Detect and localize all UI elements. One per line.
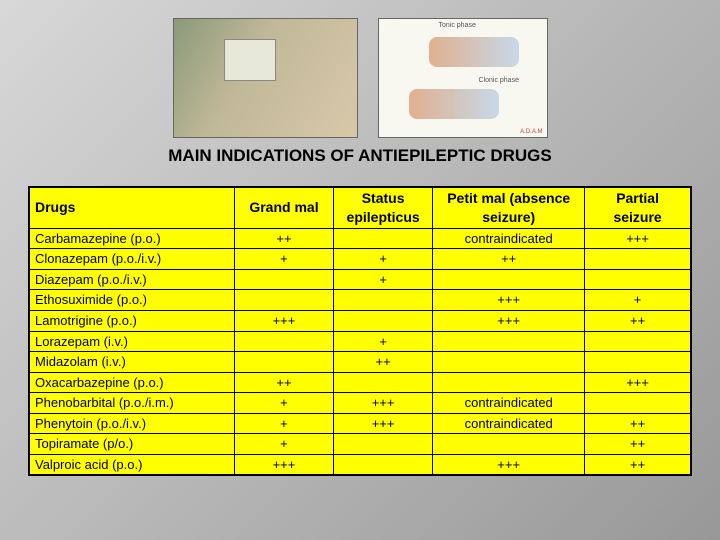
- grand-mal-cell: [234, 352, 333, 373]
- header-petit-mal: Petit mal (absence seizure): [433, 188, 585, 229]
- status-epilepticus-cell: [334, 454, 433, 475]
- grand-mal-cell: [234, 290, 333, 311]
- partial-seizure-cell: [585, 269, 691, 290]
- petit-mal-cell: +++: [433, 454, 585, 475]
- images-row: Tonic phase Clonic phase A.D.A.M: [0, 0, 720, 138]
- partial-seizure-cell: [585, 331, 691, 352]
- grand-mal-cell: +++: [234, 454, 333, 475]
- table-row: Clonazepam (p.o./i.v.)++++: [30, 249, 691, 270]
- table-row: Lorazepam (i.v.) +: [30, 331, 691, 352]
- status-epilepticus-cell: [334, 372, 433, 393]
- partial-seizure-cell: +: [585, 290, 691, 311]
- petit-mal-cell: [433, 331, 585, 352]
- grand-mal-cell: +: [234, 393, 333, 414]
- status-epilepticus-cell: +++: [334, 413, 433, 434]
- petit-mal-cell: [433, 434, 585, 455]
- partial-seizure-cell: ++: [585, 310, 691, 331]
- tonic-phase-label: Tonic phase: [439, 22, 476, 29]
- table-row: Ethosuximide (p.o.) ++++: [30, 290, 691, 311]
- adam-attribution: A.D.A.M: [520, 129, 542, 135]
- petit-mal-cell: +++: [433, 310, 585, 331]
- status-epilepticus-cell: +: [334, 269, 433, 290]
- partial-seizure-cell: ++: [585, 454, 691, 475]
- drug-name-cell: Ethosuximide (p.o.): [30, 290, 235, 311]
- status-epilepticus-cell: ++: [334, 352, 433, 373]
- drug-name-cell: Diazepam (p.o./i.v.): [30, 269, 235, 290]
- grand-mal-cell: +: [234, 249, 333, 270]
- status-epilepticus-cell: +: [334, 331, 433, 352]
- header-status-epilepticus: Status epilepticus: [334, 188, 433, 229]
- table-row: Phenobarbital (p.o./i.m.)++++contraindic…: [30, 393, 691, 414]
- drug-name-cell: Carbamazepine (p.o.): [30, 228, 235, 249]
- partial-seizure-cell: +++: [585, 228, 691, 249]
- drugs-table-wrap: Drugs Grand mal Status epilepticus Petit…: [28, 186, 692, 476]
- clonic-figure: [409, 89, 499, 119]
- petit-mal-cell: +++: [433, 290, 585, 311]
- header-grand-mal: Grand mal: [234, 188, 333, 229]
- petit-mal-cell: [433, 352, 585, 373]
- drug-name-cell: Valproic acid (p.o.): [30, 454, 235, 475]
- tonic-figure: [429, 37, 519, 67]
- page-title: MAIN INDICATIONS OF ANTIEPILEPTIC DRUGS: [0, 146, 720, 166]
- grand-mal-cell: +: [234, 413, 333, 434]
- partial-seizure-cell: [585, 249, 691, 270]
- table-header-row: Drugs Grand mal Status epilepticus Petit…: [30, 188, 691, 229]
- grand-mal-cell: [234, 269, 333, 290]
- partial-seizure-cell: +++: [585, 372, 691, 393]
- table-row: Topiramate (p/o.)+++: [30, 434, 691, 455]
- status-epilepticus-cell: [334, 290, 433, 311]
- grand-mal-cell: ++: [234, 228, 333, 249]
- drug-name-cell: Lorazepam (i.v.): [30, 331, 235, 352]
- table-row: Diazepam (p.o./i.v.) +: [30, 269, 691, 290]
- table-row: Oxacarbazepine (p.o.)+++++: [30, 372, 691, 393]
- petit-mal-cell: contraindicated: [433, 413, 585, 434]
- status-epilepticus-cell: +++: [334, 393, 433, 414]
- drug-name-cell: Phenobarbital (p.o./i.m.): [30, 393, 235, 414]
- drug-name-cell: Phenytoin (p.o./i.v.): [30, 413, 235, 434]
- drug-name-cell: Clonazepam (p.o./i.v.): [30, 249, 235, 270]
- petit-mal-cell: contraindicated: [433, 393, 585, 414]
- status-epilepticus-cell: [334, 310, 433, 331]
- grand-mal-cell: +: [234, 434, 333, 455]
- table-row: Midazolam (i.v.) ++: [30, 352, 691, 373]
- petit-mal-cell: contraindicated: [433, 228, 585, 249]
- header-drugs: Drugs: [30, 188, 235, 229]
- seizure-phases-diagram: Tonic phase Clonic phase A.D.A.M: [378, 18, 548, 138]
- drugs-table: Drugs Grand mal Status epilepticus Petit…: [29, 187, 691, 475]
- table-row: Carbamazepine (p.o.)++ contraindicated+++: [30, 228, 691, 249]
- drug-name-cell: Midazolam (i.v.): [30, 352, 235, 373]
- table-row: Phenytoin (p.o./i.v.)++++contraindicated…: [30, 413, 691, 434]
- petit-mal-cell: [433, 269, 585, 290]
- partial-seizure-cell: ++: [585, 413, 691, 434]
- drug-name-cell: Lamotrigine (p.o.): [30, 310, 235, 331]
- partial-seizure-cell: [585, 352, 691, 373]
- grand-mal-cell: +++: [234, 310, 333, 331]
- grand-mal-cell: [234, 331, 333, 352]
- eeg-photo: [173, 18, 358, 138]
- table-body: Carbamazepine (p.o.)++contraindicated+++…: [30, 228, 691, 475]
- table-row: Lamotrigine (p.o.)++++++++: [30, 310, 691, 331]
- status-epilepticus-cell: [334, 228, 433, 249]
- header-partial-seizure: Partial seizure: [585, 188, 691, 229]
- partial-seizure-cell: ++: [585, 434, 691, 455]
- clonic-phase-label: Clonic phase: [479, 77, 519, 84]
- table-row: Valproic acid (p.o.)++++++++: [30, 454, 691, 475]
- drug-name-cell: Oxacarbazepine (p.o.): [30, 372, 235, 393]
- grand-mal-cell: ++: [234, 372, 333, 393]
- drug-name-cell: Topiramate (p/o.): [30, 434, 235, 455]
- petit-mal-cell: [433, 372, 585, 393]
- partial-seizure-cell: [585, 393, 691, 414]
- status-epilepticus-cell: [334, 434, 433, 455]
- status-epilepticus-cell: +: [334, 249, 433, 270]
- petit-mal-cell: ++: [433, 249, 585, 270]
